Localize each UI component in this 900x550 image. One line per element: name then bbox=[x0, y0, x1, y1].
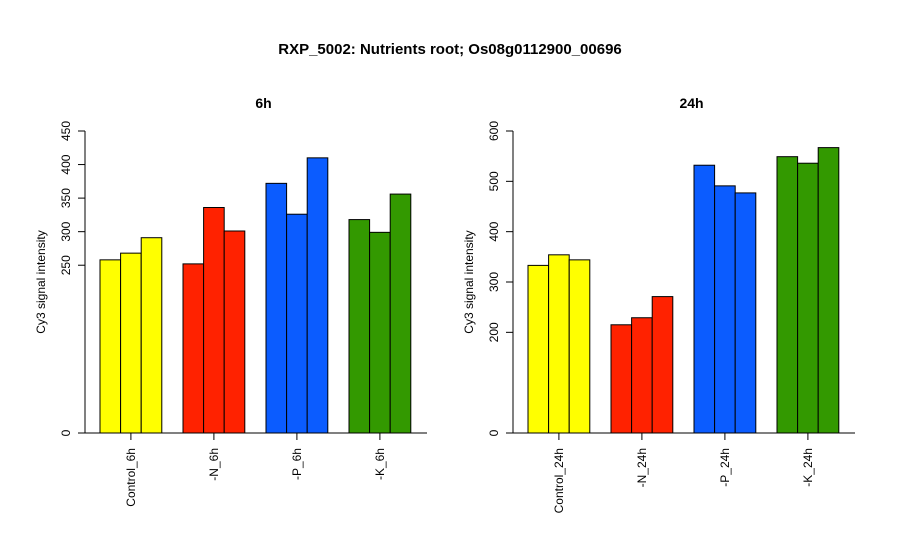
bar--K_24h-1 bbox=[776, 156, 799, 434]
bar-Control_24h-1 bbox=[527, 264, 550, 434]
bar--K_24h-3 bbox=[817, 147, 840, 434]
bar--K_6h-1 bbox=[348, 219, 371, 434]
y-tick-label: 0 bbox=[59, 429, 73, 436]
panel-title: 24h bbox=[679, 95, 703, 111]
bar--N_6h-2 bbox=[203, 207, 225, 434]
y-tick-label: 400 bbox=[487, 221, 501, 241]
bar--N_24h-3 bbox=[651, 296, 674, 434]
bar--P_24h-1 bbox=[693, 164, 716, 434]
x-tick-label: Control_24h bbox=[552, 448, 566, 513]
panel-6h: 6h 0 250 300 350 400 450 Cy3 signal intensity Co… bbox=[34, 95, 427, 507]
panel-24h: 24h 0 200 300 400 500 600 Cy3 signal intensity C… bbox=[462, 95, 855, 513]
bar--N_6h-3 bbox=[223, 230, 246, 434]
bar--N_6h-1 bbox=[182, 263, 205, 434]
bar-Control_24h-2 bbox=[548, 254, 570, 434]
y-tick-label: 300 bbox=[487, 272, 501, 292]
x-tick-label: -K_24h bbox=[801, 448, 815, 487]
panel-title: 6h bbox=[255, 95, 271, 111]
x-tick-label: -P_6h bbox=[290, 448, 304, 480]
bar--K_24h-2 bbox=[797, 162, 819, 434]
bar--N_24h-2 bbox=[631, 317, 653, 434]
bar-Control_6h-3 bbox=[140, 237, 163, 434]
y-tick-label: 350 bbox=[59, 188, 73, 208]
y-tick-label: 400 bbox=[59, 154, 73, 174]
x-tick-label: -N_24h bbox=[635, 448, 649, 487]
bar--P_24h-3 bbox=[734, 192, 757, 434]
y-tick-label: 600 bbox=[487, 121, 501, 141]
bar--K_6h-2 bbox=[369, 231, 391, 434]
y-tick-label: 250 bbox=[59, 255, 73, 275]
y-tick-label: 450 bbox=[59, 121, 73, 141]
bar--P_24h-2 bbox=[714, 185, 736, 434]
y-tick-label: 0 bbox=[487, 429, 501, 436]
bar--P_6h-1 bbox=[265, 182, 288, 434]
main-title: RXP_5002: Nutrients root; Os08g0112900_0… bbox=[278, 41, 622, 58]
bar-Control_24h-3 bbox=[568, 259, 591, 434]
x-tick-label: -P_24h bbox=[718, 448, 732, 487]
bar--P_6h-2 bbox=[286, 213, 308, 434]
x-tick-label: -K_6h bbox=[373, 448, 387, 480]
bar--P_6h-3 bbox=[306, 157, 329, 434]
y-axis-label: Cy3 signal intensity bbox=[462, 230, 476, 333]
y-tick-label: 500 bbox=[487, 171, 501, 191]
bar--N_24h-1 bbox=[610, 324, 633, 434]
y-tick-label: 300 bbox=[59, 221, 73, 241]
y-axis-label: Cy3 signal intensity bbox=[34, 230, 48, 333]
y-tick-label: 200 bbox=[487, 322, 501, 342]
x-tick-label: Control_6h bbox=[124, 448, 138, 507]
bar--K_6h-3 bbox=[389, 193, 412, 434]
bar-Control_6h-1 bbox=[99, 259, 122, 434]
bar-Control_6h-2 bbox=[120, 252, 142, 434]
x-tick-label: -N_6h bbox=[207, 448, 221, 481]
